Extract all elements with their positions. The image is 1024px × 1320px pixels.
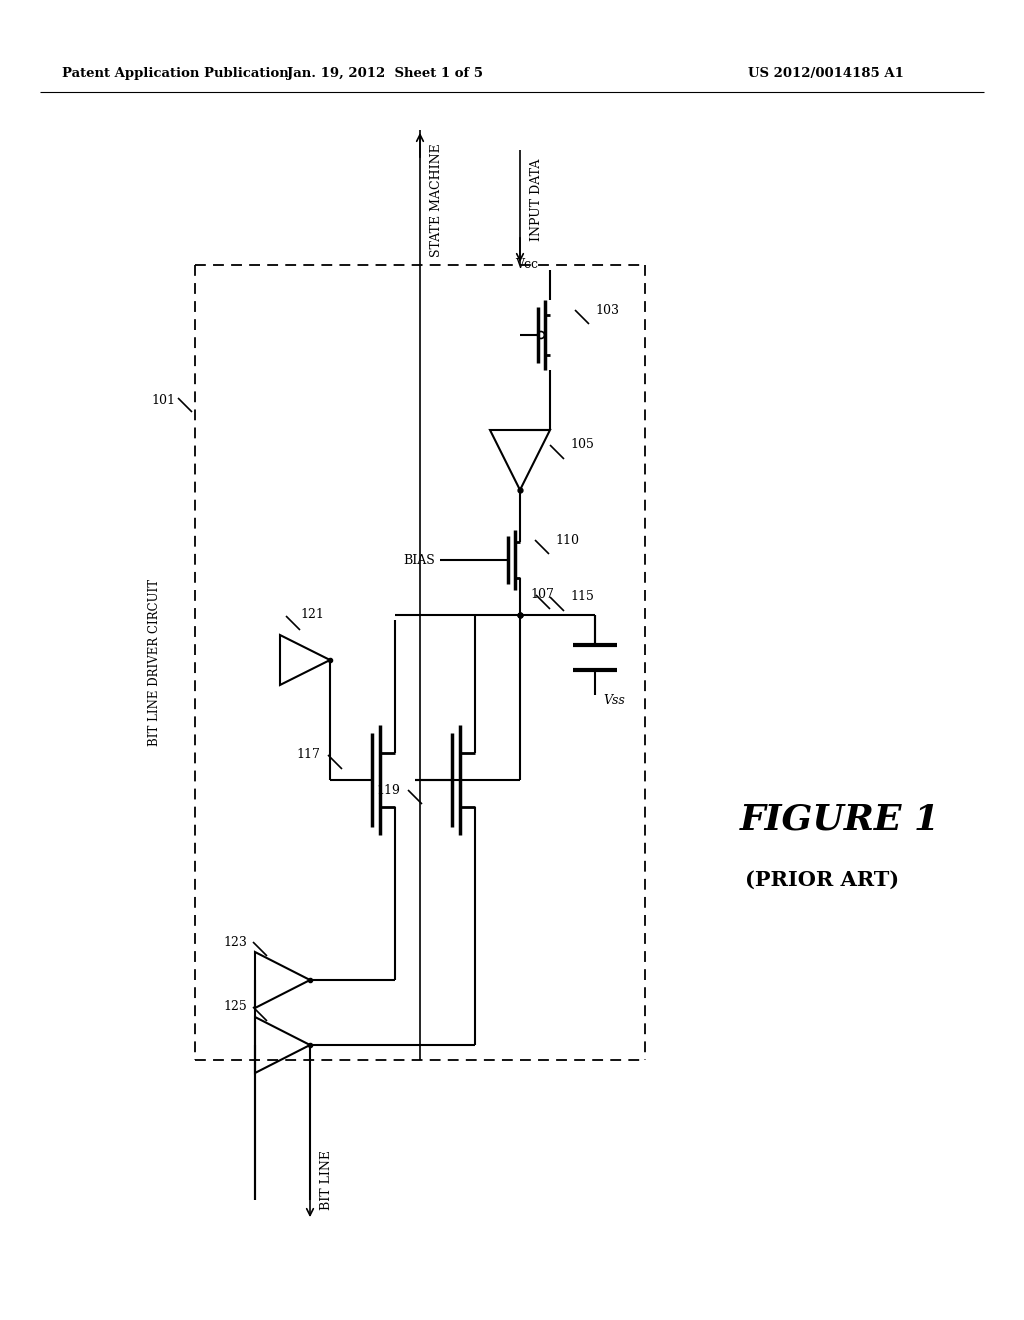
Text: BIT LINE DRIVER CIRCUIT: BIT LINE DRIVER CIRCUIT (148, 579, 162, 746)
Text: 115: 115 (570, 590, 594, 603)
Text: BIAS: BIAS (403, 553, 435, 566)
Text: 105: 105 (570, 438, 594, 451)
Text: Jan. 19, 2012  Sheet 1 of 5: Jan. 19, 2012 Sheet 1 of 5 (287, 66, 483, 79)
Text: Patent Application Publication: Patent Application Publication (62, 66, 289, 79)
Text: FIGURE 1: FIGURE 1 (740, 803, 940, 837)
Text: 107: 107 (530, 589, 554, 602)
Text: 117: 117 (296, 748, 319, 762)
Text: BIT LINE: BIT LINE (319, 1150, 333, 1210)
Text: Vcc: Vcc (515, 259, 538, 272)
Text: 110: 110 (555, 533, 579, 546)
Text: STATE MACHINE: STATE MACHINE (430, 143, 443, 257)
Text: 123: 123 (223, 936, 247, 949)
Text: 125: 125 (223, 1001, 247, 1014)
Text: 101: 101 (151, 393, 175, 407)
Text: (PRIOR ART): (PRIOR ART) (745, 870, 899, 890)
Text: 103: 103 (595, 304, 618, 317)
Text: US 2012/0014185 A1: US 2012/0014185 A1 (748, 66, 904, 79)
Text: 121: 121 (300, 609, 324, 622)
Text: Vss: Vss (603, 693, 625, 706)
Text: 119: 119 (376, 784, 400, 796)
Text: INPUT DATA: INPUT DATA (530, 158, 543, 242)
